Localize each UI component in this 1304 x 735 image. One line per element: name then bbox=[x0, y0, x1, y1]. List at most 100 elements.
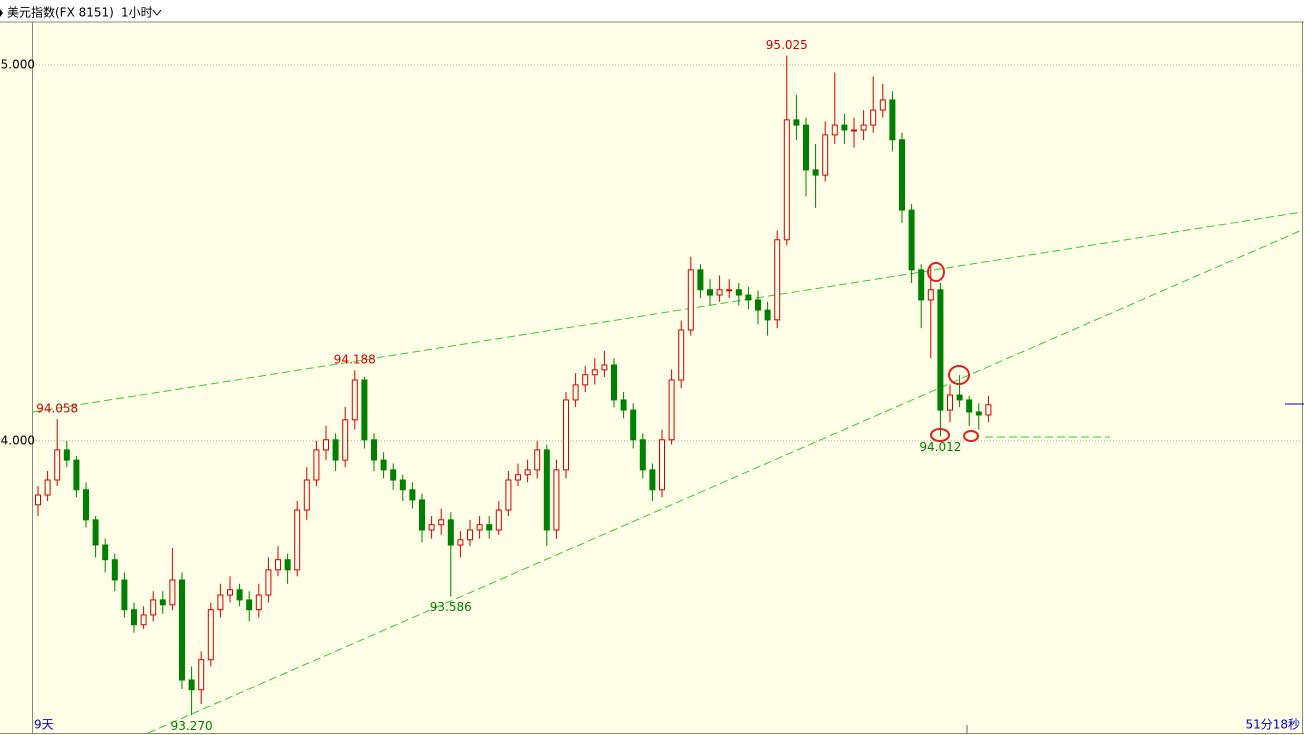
y-tick-label: 94.000 bbox=[0, 433, 35, 447]
candle-body bbox=[342, 419, 349, 461]
candle-body bbox=[534, 449, 541, 471]
candle-body bbox=[822, 134, 829, 176]
candle-body bbox=[35, 494, 41, 506]
period-selector[interactable]: 1小时 bbox=[121, 6, 153, 20]
candle-body bbox=[707, 289, 713, 296]
candle-body bbox=[323, 439, 329, 451]
candle-body bbox=[495, 509, 502, 531]
candle-body bbox=[121, 579, 128, 611]
candle-body bbox=[419, 499, 425, 531]
candle-body bbox=[563, 399, 569, 471]
candle-body bbox=[668, 379, 675, 441]
candle-body bbox=[476, 524, 483, 531]
candle-body bbox=[630, 409, 637, 441]
candle-body bbox=[687, 269, 694, 331]
candle-body bbox=[467, 529, 473, 541]
candle-body bbox=[927, 289, 934, 301]
candle-body bbox=[198, 659, 205, 691]
price-annotation: 94.188 bbox=[334, 353, 376, 367]
candle-body bbox=[975, 411, 982, 416]
candle-body bbox=[275, 559, 281, 571]
candle-body bbox=[92, 519, 99, 546]
candle-body bbox=[611, 364, 617, 401]
candle-body bbox=[755, 299, 761, 311]
candle-body bbox=[486, 524, 493, 531]
candle-body bbox=[457, 539, 464, 546]
candle-body bbox=[188, 679, 195, 691]
candle-body bbox=[803, 124, 809, 171]
candle-body bbox=[812, 169, 819, 176]
candle-body bbox=[217, 594, 224, 611]
candle-body bbox=[351, 379, 358, 421]
candle-body bbox=[678, 329, 685, 381]
y-tick-label: 95.000 bbox=[0, 57, 35, 71]
candle-body bbox=[553, 469, 560, 531]
candle-body bbox=[793, 119, 800, 126]
candle-body bbox=[985, 404, 992, 416]
candle-body bbox=[860, 124, 867, 131]
candle-body bbox=[44, 479, 51, 496]
candle-body bbox=[639, 439, 646, 471]
header-bar bbox=[0, 0, 1304, 22]
candle-body bbox=[841, 124, 848, 131]
candle-body bbox=[601, 364, 608, 371]
candle-body bbox=[102, 544, 109, 561]
candle-body bbox=[899, 139, 905, 211]
candle-body bbox=[908, 209, 915, 271]
candle-body bbox=[956, 394, 963, 401]
candle-body bbox=[572, 384, 579, 401]
candle-body bbox=[659, 439, 665, 491]
candle-body bbox=[591, 369, 598, 376]
candle-body bbox=[246, 599, 253, 611]
candle-body bbox=[505, 479, 512, 511]
candle-body bbox=[380, 459, 387, 471]
candle-body bbox=[409, 489, 416, 501]
price-annotation: 93.270 bbox=[171, 719, 213, 733]
candle-body bbox=[524, 469, 531, 476]
highlight-circle bbox=[948, 365, 970, 385]
price-annotation: 94.058 bbox=[36, 402, 78, 416]
highlight-circle bbox=[927, 262, 945, 282]
candle-body bbox=[54, 449, 61, 481]
candle-body bbox=[745, 294, 752, 301]
highlight-circle bbox=[930, 428, 950, 442]
candle-body bbox=[870, 109, 877, 126]
candle-body bbox=[399, 479, 406, 491]
candle-body bbox=[831, 124, 838, 136]
candle-body bbox=[438, 519, 445, 526]
candle-body bbox=[774, 239, 781, 321]
candle-body bbox=[361, 379, 368, 441]
candle-body bbox=[716, 289, 723, 296]
candle-body bbox=[265, 569, 272, 596]
candle-body bbox=[735, 289, 742, 296]
candle-body bbox=[207, 609, 214, 661]
price-annotation: 95.025 bbox=[766, 38, 808, 52]
candle-body bbox=[63, 449, 70, 461]
candle-body bbox=[159, 599, 166, 606]
trendline bbox=[147, 229, 1303, 734]
price-annotation: 94.012 bbox=[919, 440, 961, 454]
candle-body bbox=[169, 579, 176, 606]
candle-body bbox=[179, 579, 185, 681]
candle-body bbox=[371, 439, 377, 461]
candle-body bbox=[428, 524, 435, 531]
candle-body bbox=[332, 439, 339, 461]
candle-body bbox=[284, 559, 291, 571]
x-left-label: 9天 bbox=[34, 718, 54, 732]
candle-body bbox=[447, 519, 454, 546]
candle-body bbox=[697, 269, 704, 291]
candle-body bbox=[255, 594, 262, 611]
period-chevron[interactable] bbox=[152, 9, 162, 16]
trendline bbox=[32, 211, 1303, 413]
highlight-circle bbox=[963, 430, 979, 442]
candle-body bbox=[879, 99, 886, 111]
highlight-circles bbox=[927, 262, 979, 442]
candle-body bbox=[620, 399, 627, 411]
candle-body bbox=[227, 589, 233, 596]
candle-body bbox=[918, 269, 925, 301]
trendlines bbox=[32, 211, 1303, 734]
candle-body bbox=[73, 459, 80, 491]
